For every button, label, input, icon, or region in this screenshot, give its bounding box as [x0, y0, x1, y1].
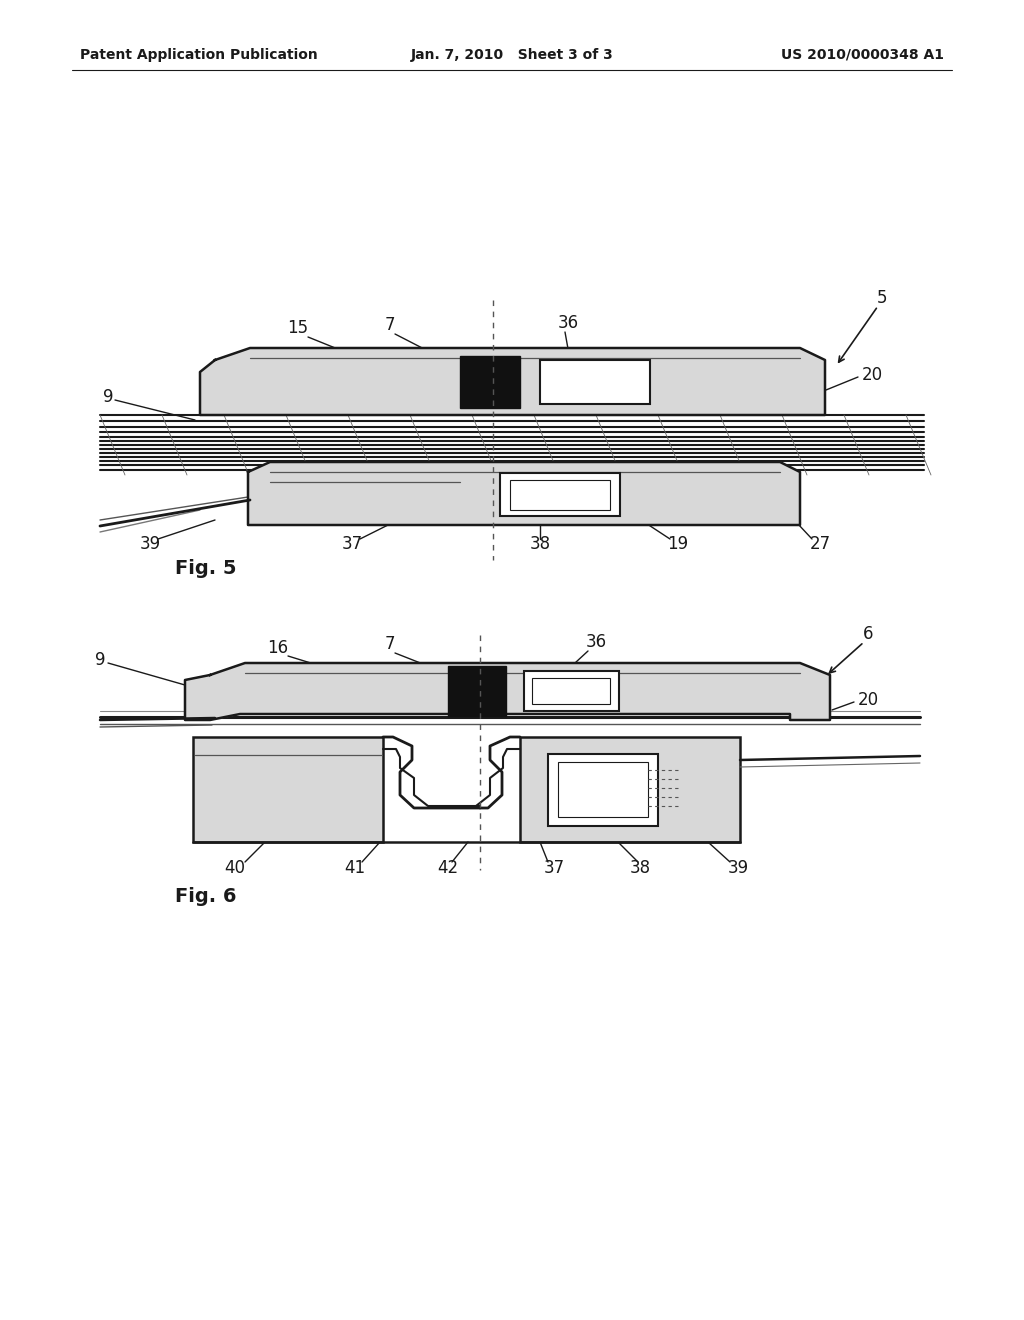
Text: 37: 37	[341, 535, 362, 553]
Text: 40: 40	[224, 859, 246, 876]
Polygon shape	[248, 462, 800, 525]
Text: 6: 6	[863, 624, 873, 643]
Text: 20: 20	[858, 690, 880, 709]
Bar	[540, 360, 650, 404]
Text: 20: 20	[862, 366, 883, 384]
Bar	[460, 356, 520, 408]
Bar	[532, 678, 610, 704]
Bar	[548, 754, 658, 826]
Text: Jan. 7, 2010   Sheet 3 of 3: Jan. 7, 2010 Sheet 3 of 3	[411, 48, 613, 62]
Text: 37: 37	[544, 859, 564, 876]
Text: 27: 27	[809, 535, 830, 553]
Text: Fig. 5: Fig. 5	[175, 558, 237, 578]
Bar	[193, 737, 383, 842]
Bar	[449, 667, 506, 715]
Bar	[520, 737, 740, 842]
Text: 7: 7	[385, 315, 395, 334]
Text: 9: 9	[95, 651, 105, 669]
Text: 39: 39	[139, 535, 161, 553]
Text: 5: 5	[877, 289, 887, 308]
Text: Patent Application Publication: Patent Application Publication	[80, 48, 317, 62]
Polygon shape	[200, 348, 825, 414]
Text: 15: 15	[288, 319, 308, 337]
Text: 38: 38	[630, 859, 650, 876]
Text: 38: 38	[529, 535, 551, 553]
Text: 36: 36	[586, 634, 606, 651]
Text: 42: 42	[437, 859, 459, 876]
Text: 39: 39	[727, 859, 749, 876]
Polygon shape	[185, 663, 830, 719]
Bar	[500, 473, 620, 516]
Text: 16: 16	[267, 639, 289, 657]
Text: 19: 19	[668, 535, 688, 553]
Text: Fig. 6: Fig. 6	[175, 887, 237, 906]
Bar	[558, 762, 648, 817]
Bar	[510, 480, 610, 510]
Text: 36: 36	[557, 314, 579, 333]
Text: 41: 41	[344, 859, 366, 876]
Text: 9: 9	[102, 388, 114, 407]
Text: 7: 7	[385, 635, 395, 653]
Bar	[524, 671, 618, 711]
Text: US 2010/0000348 A1: US 2010/0000348 A1	[781, 48, 944, 62]
